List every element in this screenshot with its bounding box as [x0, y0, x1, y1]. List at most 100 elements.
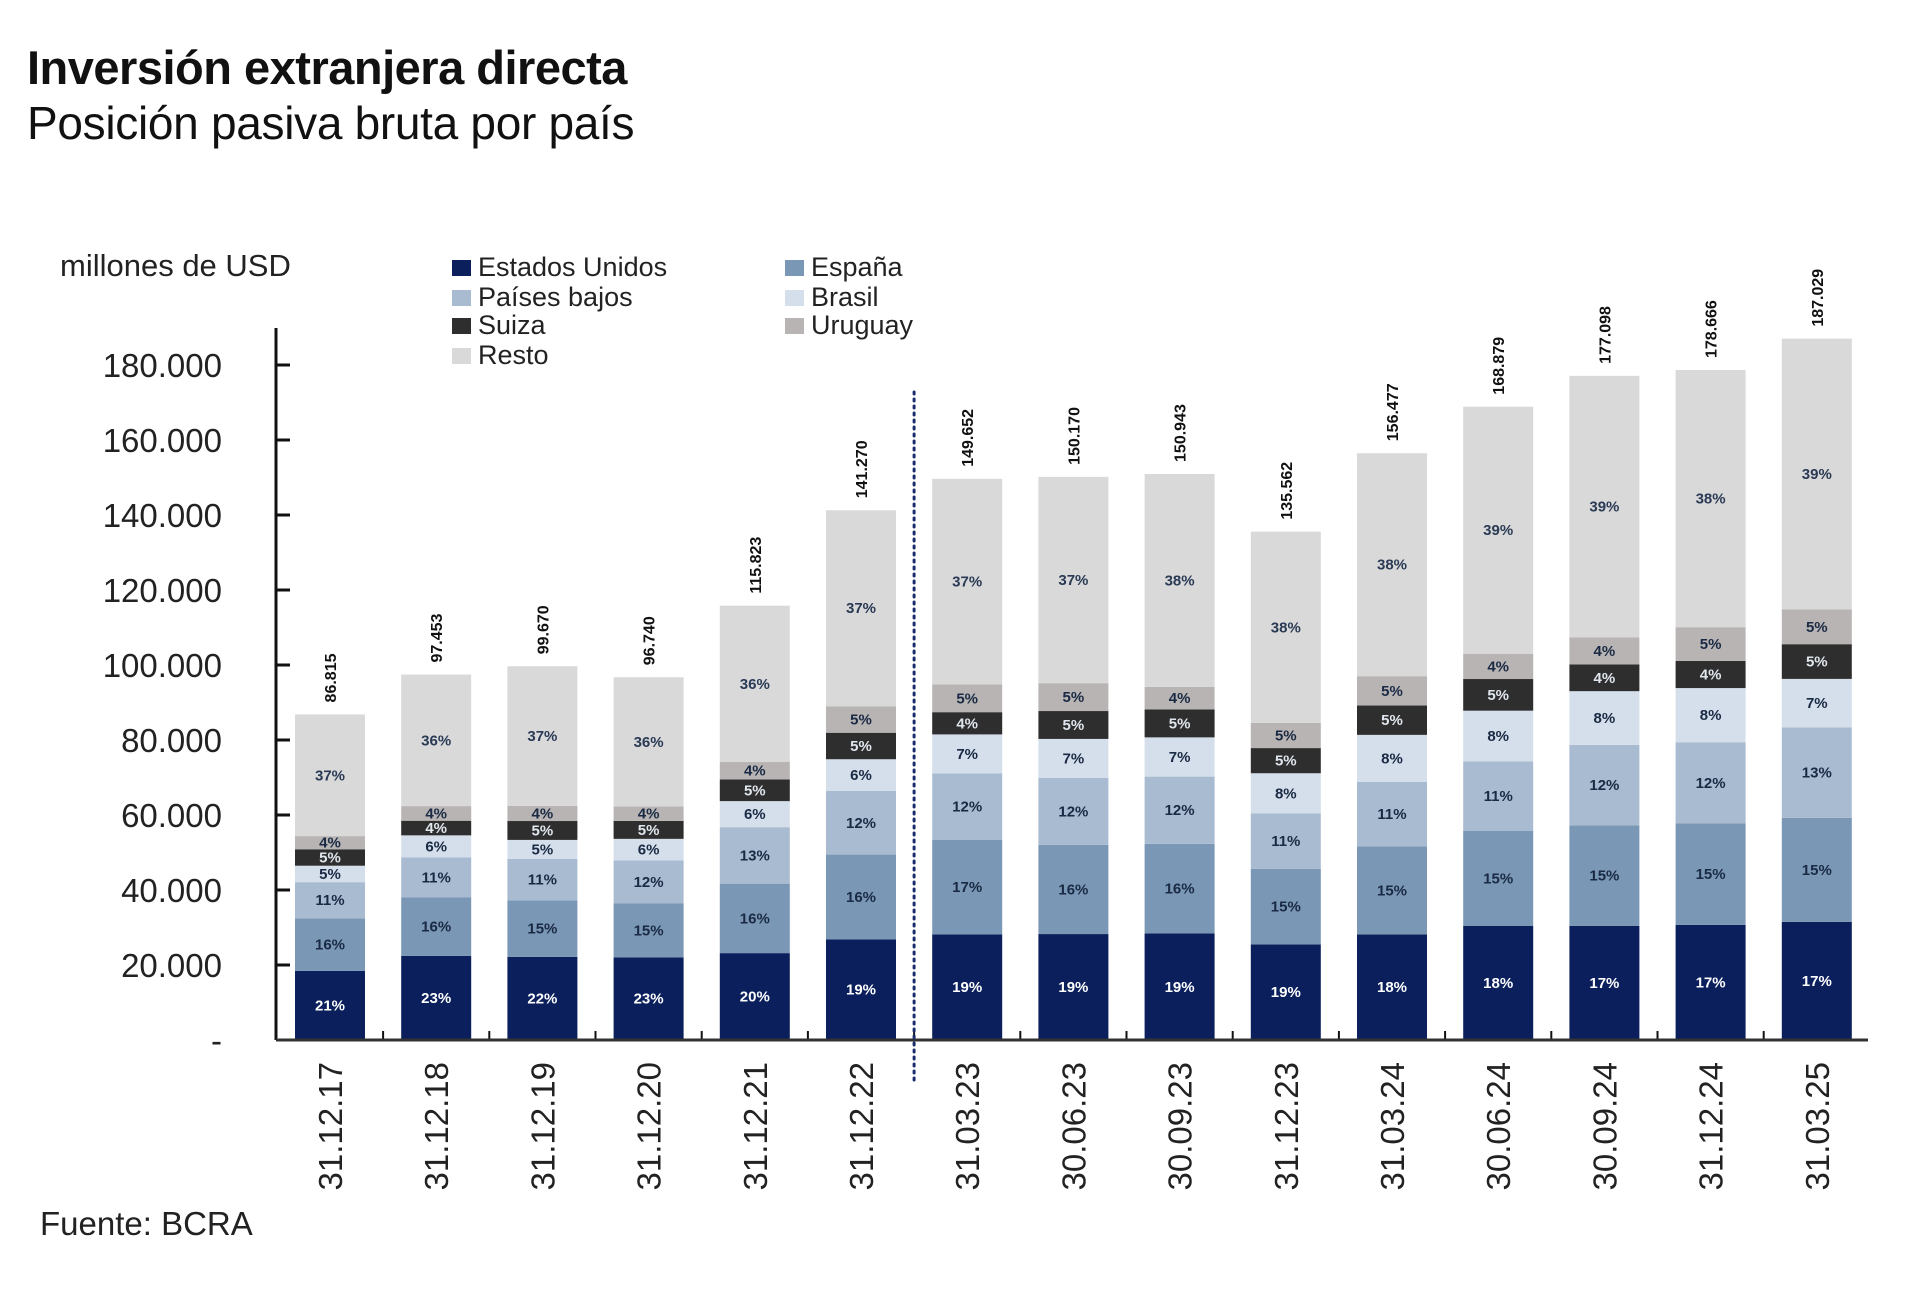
- segment-pct-label: 38%: [1271, 619, 1301, 636]
- bar-total-label: 150.943: [1173, 404, 1190, 462]
- bar-segment-estados-unidos: [1569, 925, 1640, 1040]
- segment-pct-label: 12%: [1165, 802, 1195, 819]
- segment-pct-label: 8%: [1275, 785, 1297, 802]
- x-tick-label: 30.09.24: [1586, 1062, 1623, 1190]
- segment-pct-label: 17%: [1696, 974, 1726, 991]
- segment-pct-label: 19%: [952, 979, 982, 996]
- segment-pct-label: 11%: [528, 872, 557, 889]
- segment-pct-label: 5%: [850, 711, 872, 728]
- segment-pct-label: 11%: [315, 892, 344, 909]
- bar-segment-brasil: [1463, 710, 1534, 762]
- bar-segment-uruguay: [295, 836, 365, 850]
- bar-segment-espa-a: [1038, 844, 1109, 935]
- bar-segment-resto: [826, 510, 896, 707]
- bar-total-label: 135.562: [1279, 462, 1296, 520]
- bar-segment-uruguay: [1250, 722, 1321, 749]
- bar-segment-brasil: [1357, 734, 1427, 782]
- segment-pct-label: 36%: [634, 734, 664, 751]
- bar-segment-uruguay: [1781, 609, 1852, 645]
- segment-pct-label: 17%: [1802, 973, 1832, 990]
- segment-pct-label: 37%: [846, 600, 876, 617]
- x-tick-label: 31.12.19: [524, 1062, 561, 1190]
- legend: Estados Unidos España Países bajos Brasi…: [452, 252, 972, 382]
- bar-segment-resto: [613, 677, 684, 807]
- bar-total-label: 149.652: [960, 409, 977, 467]
- bar-total-label: 156.477: [1385, 383, 1402, 441]
- chart-title: Inversión extranjera directa: [27, 41, 627, 94]
- bar-segment-pa-ses-bajos: [719, 827, 790, 884]
- segment-pct-label: 12%: [1589, 777, 1619, 794]
- bar-segment-estados-unidos: [1038, 934, 1109, 1040]
- bar-total-label: 86.815: [323, 653, 340, 702]
- bar-segment-brasil: [613, 838, 684, 861]
- segment-pct-label: 39%: [1589, 499, 1619, 516]
- bar-segment-resto: [719, 605, 790, 763]
- segment-pct-label: 5%: [1487, 687, 1509, 704]
- segment-pct-label: 12%: [1696, 775, 1726, 792]
- y-tick-label: 20.000: [121, 947, 222, 984]
- legend-swatch-espana: [785, 259, 804, 276]
- bar-segment-suiza: [1038, 711, 1109, 739]
- x-tick-label: 31.03.23: [949, 1062, 986, 1190]
- bar-segment-brasil: [1569, 691, 1640, 745]
- legend-item-suiza: Suiza: [452, 310, 546, 341]
- segment-pct-label: 4%: [425, 820, 447, 837]
- segment-pct-label: 12%: [634, 874, 664, 891]
- segment-pct-label: 18%: [1377, 979, 1407, 996]
- legend-item-resto: Resto: [452, 340, 549, 371]
- bar-segment-pa-ses-bajos: [613, 860, 684, 904]
- segment-pct-label: 15%: [1271, 899, 1301, 916]
- bar-total-label: 99.670: [535, 605, 552, 654]
- bar-segment-pa-ses-bajos: [1250, 813, 1321, 869]
- bar-segment-pa-ses-bajos: [1569, 744, 1640, 826]
- segment-pct-label: 19%: [1271, 984, 1301, 1001]
- bar-total-label: 178.666: [1704, 300, 1721, 358]
- bar-segment-suiza: [1569, 664, 1640, 692]
- bar-segment-espa-a: [826, 854, 896, 940]
- segment-pct-label: 38%: [1377, 557, 1407, 574]
- x-tick-label: 31.12.24: [1693, 1062, 1730, 1190]
- y-tick-label: 100.000: [103, 647, 222, 684]
- legend-swatch-paises-bajos: [452, 289, 471, 306]
- segment-pct-label: 39%: [1802, 466, 1832, 483]
- bar-segment-espa-a: [1675, 823, 1746, 925]
- y-tick-label: 80.000: [121, 722, 222, 759]
- segment-pct-label: 15%: [1589, 868, 1619, 885]
- bar-total-label: 150.170: [1066, 407, 1083, 465]
- bar-segment-espa-a: [1144, 843, 1215, 934]
- chart-subtitle: Posición pasiva bruta por país: [27, 97, 635, 149]
- bar-segment-estados-unidos: [932, 934, 1003, 1040]
- bar-segment-resto: [295, 714, 365, 837]
- legend-label: Países bajos: [478, 282, 633, 312]
- segment-pct-label: 5%: [1275, 727, 1297, 744]
- bar-segment-resto: [507, 666, 578, 806]
- y-tick-label: 60.000: [121, 797, 222, 834]
- segment-pct-label: 5%: [1169, 715, 1191, 732]
- bar-segment-estados-unidos: [1144, 933, 1215, 1040]
- segment-pct-label: 11%: [1484, 788, 1513, 805]
- segment-pct-label: 4%: [744, 763, 766, 780]
- segment-pct-label: 5%: [1700, 636, 1722, 653]
- legend-swatch-brasil: [785, 289, 804, 306]
- segment-pct-label: 7%: [956, 746, 978, 763]
- segment-pct-label: 37%: [315, 767, 345, 784]
- segment-pct-label: 5%: [850, 738, 872, 755]
- segment-pct-label: 18%: [1483, 975, 1513, 992]
- segment-pct-label: 17%: [1589, 975, 1619, 992]
- segment-pct-label: 23%: [421, 990, 451, 1007]
- legend-label: Brasil: [811, 282, 879, 312]
- segment-pct-label: 5%: [319, 849, 341, 866]
- x-tick-label: 31.03.25: [1799, 1062, 1836, 1190]
- bar-segment-brasil: [295, 865, 365, 883]
- legend-swatch-suiza: [452, 317, 471, 334]
- segment-pct-label: 38%: [1165, 572, 1195, 589]
- segment-pct-label: 19%: [1165, 979, 1195, 996]
- segment-pct-label: 36%: [421, 732, 451, 749]
- segment-pct-label: 19%: [846, 982, 876, 999]
- legend-item-uruguay: Uruguay: [785, 310, 913, 341]
- x-tick-label: 31.12.23: [1268, 1062, 1305, 1190]
- bar-segment-estados-unidos: [1250, 944, 1321, 1040]
- bar-segment-resto: [401, 674, 472, 807]
- bar-segment-uruguay: [1569, 637, 1640, 665]
- bar-segment-espa-a: [401, 897, 472, 956]
